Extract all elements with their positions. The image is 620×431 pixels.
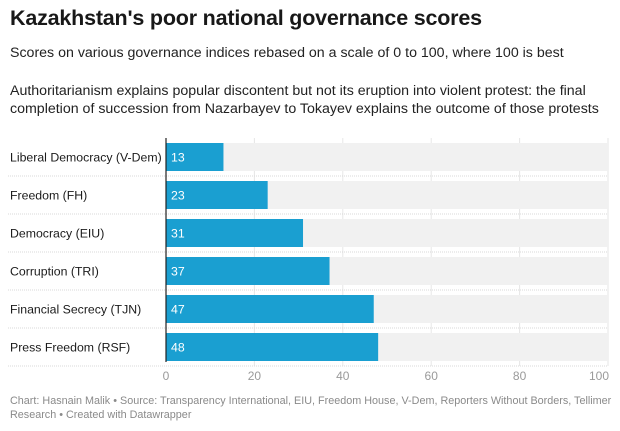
bar [166,257,330,285]
category-label: Corruption (TRI) [10,265,99,279]
value-label: 31 [171,227,185,241]
chart-footer: Chart: Hasnain Malik • Source: Transpare… [10,395,612,421]
bar [166,333,379,361]
value-label: 37 [171,265,185,279]
chart-subtitle: Scores on various governance indices reb… [10,45,564,61]
chart-title: Kazakhstan's poor national governance sc… [10,6,482,30]
category-label: Press Freedom (RSF) [10,341,130,355]
value-label: 48 [171,341,185,355]
category-label: Financial Secrecy (TJN) [10,303,141,317]
category-label: Liberal Democracy (V-Dem) [10,151,162,165]
category-label: Freedom (FH) [10,189,87,203]
bar-track [166,143,608,171]
x-tick-label: 100 [589,369,609,383]
x-tick-label: 80 [513,369,527,383]
value-label: 23 [171,189,185,203]
chart-description: Authoritarianism explains popular discon… [10,83,599,117]
chart-rows: Liberal Democracy (V-Dem) 13 Freedom (FH) 2… [8,143,608,367]
bar [166,181,268,209]
value-label: 47 [171,303,185,317]
bar [166,295,374,323]
bar [166,143,224,171]
category-label: Democracy (EIU) [10,227,104,241]
bar-chart: 0 20 40 60 80 100 Liberal Democracy (V-Dem) 13 F… [8,138,609,383]
bar [166,219,304,247]
x-tick-label: 20 [248,369,262,383]
x-tick-label: 40 [336,369,350,383]
value-label: 13 [171,151,185,165]
x-tick-label: 60 [425,369,439,383]
x-tick-label: 0 [163,369,170,383]
